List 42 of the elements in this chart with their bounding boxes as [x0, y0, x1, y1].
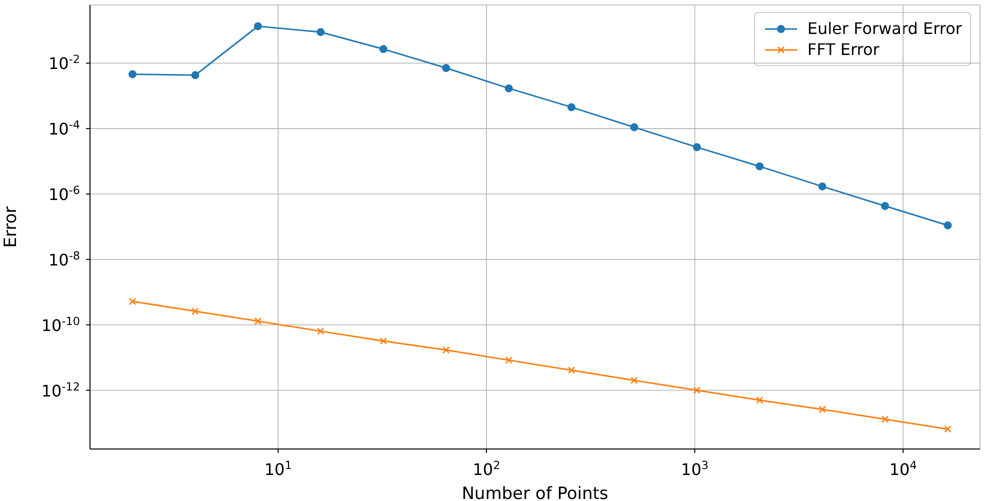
y-tick-label: 10$^{-2}$: [48, 52, 80, 74]
point: [693, 386, 701, 394]
legend-label: Euler Forward Error: [807, 19, 962, 38]
point: [128, 298, 136, 306]
point: [568, 366, 576, 374]
point: [756, 162, 764, 170]
point: [317, 328, 324, 335]
point: [380, 337, 388, 345]
point: [316, 28, 325, 36]
point: [944, 425, 952, 433]
point: [128, 70, 137, 78]
point: [505, 356, 512, 364]
point: [692, 143, 701, 152]
x-tick-label: 10$^{1}$: [264, 458, 292, 479]
y-tick-label: 10$^{-4}$: [48, 118, 80, 139]
y-tick-label: 10$^{-6}$: [48, 184, 80, 204]
x-tick-label: 10$^{2}$: [472, 458, 500, 479]
point: [254, 22, 262, 30]
point: [254, 317, 262, 325]
point: [504, 84, 513, 92]
point: [191, 71, 200, 80]
point: [442, 64, 450, 72]
point: [567, 103, 576, 112]
y-axis-title: Error: [1, 206, 22, 248]
y-tick-label: 10$^{-12}$: [41, 380, 80, 400]
point: [881, 202, 890, 210]
y-tick-label: 10$^{-10}$: [41, 314, 80, 335]
y-tick-label: 10$^{-8}$: [48, 248, 80, 270]
point: [442, 346, 450, 354]
point: [379, 45, 388, 54]
point: [630, 123, 638, 132]
point: [756, 396, 764, 404]
point: [881, 416, 889, 423]
point: [192, 308, 199, 315]
legend-label: FFT Error: [807, 40, 880, 59]
point: [944, 221, 952, 230]
point: [818, 182, 826, 190]
point: [630, 376, 638, 384]
x-tick-label: 10$^{3}$: [681, 458, 709, 479]
x-tick-label: 10$^{4}$: [889, 458, 917, 479]
point: [818, 406, 826, 414]
x-axis-title: Number of Points: [462, 484, 608, 501]
